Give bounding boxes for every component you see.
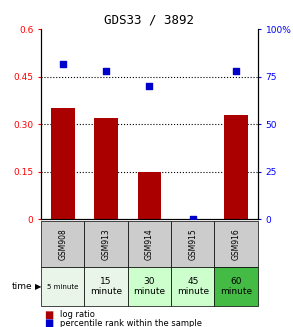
Bar (137, 172, 161, 219)
Point (147, 84, 152, 89)
Text: time: time (12, 282, 32, 291)
Text: GSM913: GSM913 (102, 228, 110, 260)
Text: 5 minute: 5 minute (47, 284, 79, 290)
Text: ▶: ▶ (35, 282, 41, 291)
Text: 15
minute: 15 minute (90, 277, 122, 296)
Text: percentile rank within the sample: percentile rank within the sample (60, 318, 202, 327)
Text: GSM916: GSM916 (232, 228, 241, 260)
Text: 60
minute: 60 minute (220, 277, 252, 296)
Bar (51, 109, 75, 219)
Text: GSM908: GSM908 (58, 228, 67, 260)
Point (104, 69, 108, 74)
Point (234, 69, 239, 74)
Text: log ratio: log ratio (60, 310, 95, 319)
Text: 45
minute: 45 minute (177, 277, 209, 296)
Text: ■: ■ (44, 318, 53, 327)
Text: GSM914: GSM914 (145, 228, 154, 260)
Bar (224, 115, 248, 219)
Text: GSM915: GSM915 (188, 228, 197, 260)
Title: GDS33 / 3892: GDS33 / 3892 (104, 14, 195, 27)
Bar (94, 118, 118, 219)
Point (190, 216, 195, 222)
Text: 30
minute: 30 minute (133, 277, 166, 296)
Text: ■: ■ (44, 310, 53, 319)
Point (60, 61, 65, 66)
